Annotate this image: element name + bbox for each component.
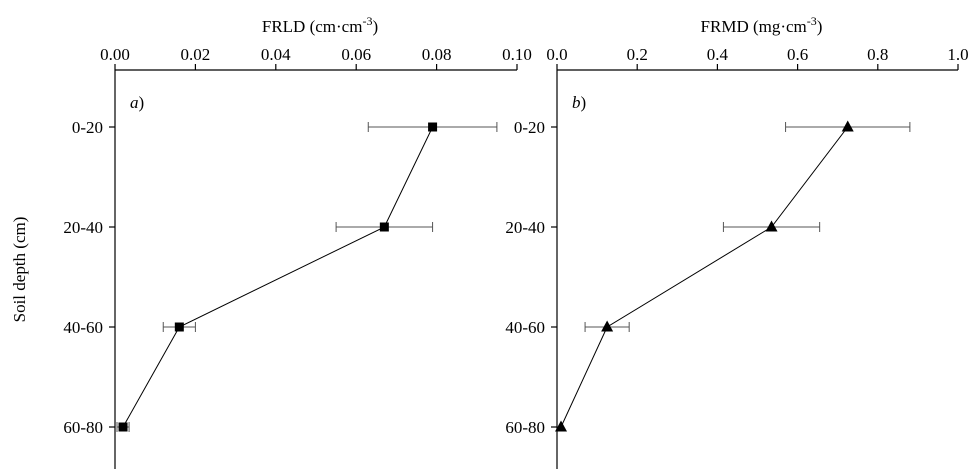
x-tick-label: 1.0 xyxy=(947,45,968,64)
series-line xyxy=(560,126,849,428)
data-point-triangle xyxy=(555,420,568,432)
y-tick-label: 0-20 xyxy=(514,118,545,137)
x-tick-label: 0.2 xyxy=(627,45,648,64)
x-tick-label: 0.0 xyxy=(546,45,567,64)
y-tick-label: 40-60 xyxy=(505,318,545,337)
data-point-square xyxy=(174,322,184,332)
data-point-triangle xyxy=(765,220,778,232)
panel-a: 0.00 0.02 0.04 0.06 0.08 0.10 FRLD (cm·cm-3) 0-… xyxy=(63,14,532,469)
y-tick-label: 60-80 xyxy=(63,418,103,437)
y-tick-label: 20-40 xyxy=(63,218,103,237)
x-tick-label: 0.8 xyxy=(867,45,888,64)
y-tick-label: 20-40 xyxy=(505,218,545,237)
y-tick-label: 0-20 xyxy=(72,118,103,137)
x-tick-label: 0.10 xyxy=(502,45,532,64)
data-point-square xyxy=(379,222,389,232)
x-tick-label: 0.4 xyxy=(707,45,729,64)
data-point-square xyxy=(428,122,438,132)
x-tick-label: 0.06 xyxy=(341,45,371,64)
x-tick-label: 0.6 xyxy=(787,45,808,64)
data-point-triangle xyxy=(841,120,854,132)
x-tick-label: 0.02 xyxy=(181,45,211,64)
x-tick-label: 0.04 xyxy=(261,45,291,64)
y-axis-title: Soil depth (cm) xyxy=(10,217,29,323)
panel-label: b) xyxy=(572,93,586,112)
data-point-square xyxy=(118,422,128,432)
x-axis-title: FRMD (mg·cm-3) xyxy=(701,14,823,36)
panel-b: 0.0 0.2 0.4 0.6 0.8 1.0 FRMD (mg·cm-3) 0-20 20-4… xyxy=(505,14,969,469)
y-tick-label: 60-80 xyxy=(505,418,545,437)
panel-label: a) xyxy=(130,93,144,112)
x-tick-label: 0.08 xyxy=(422,45,452,64)
x-tick-label: 0.00 xyxy=(100,45,130,64)
y-tick-label: 40-60 xyxy=(63,318,103,337)
x-axis-title: FRLD (cm·cm-3) xyxy=(262,14,378,36)
data-point-triangle xyxy=(601,320,614,332)
series-line xyxy=(122,126,434,428)
